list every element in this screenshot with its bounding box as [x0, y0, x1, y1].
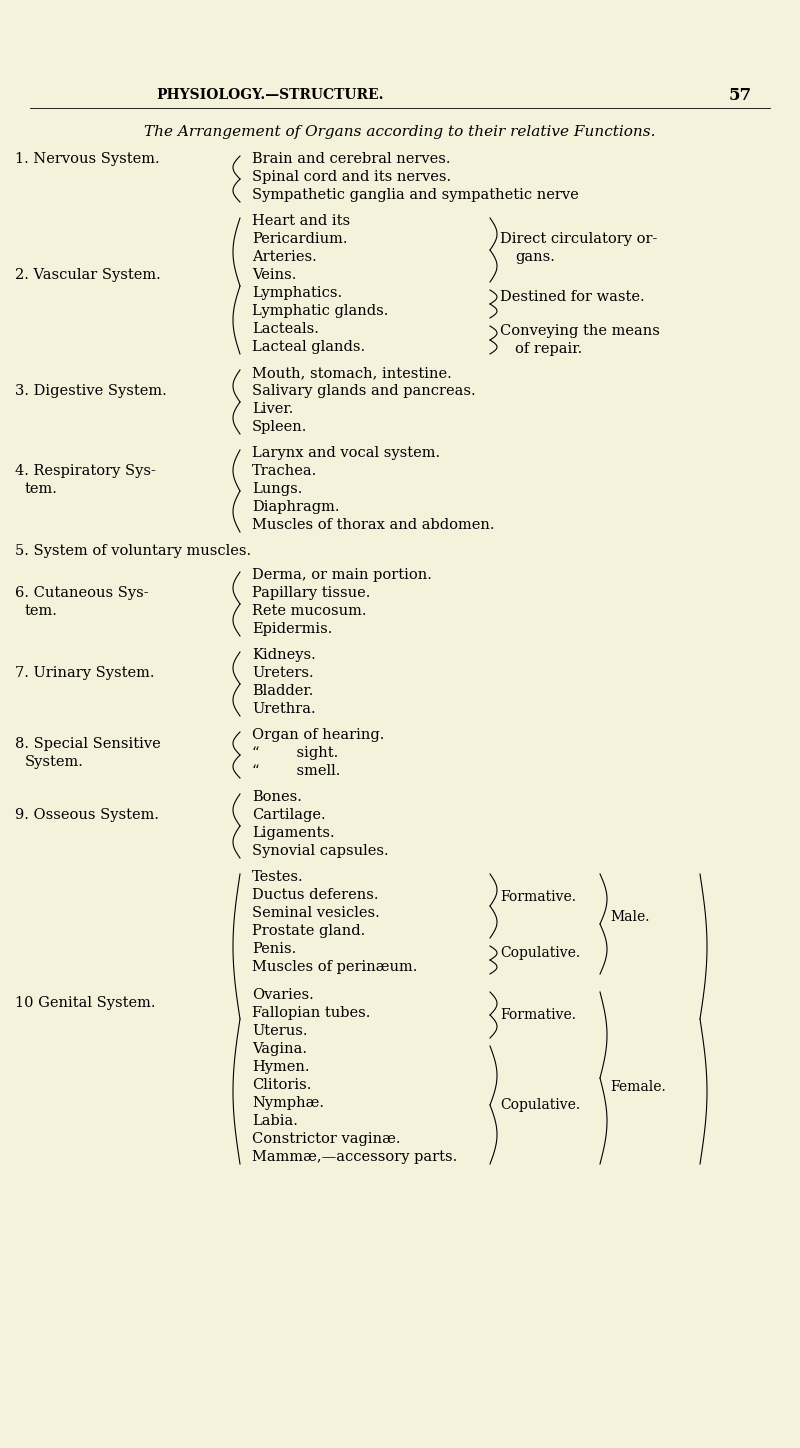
Text: Male.: Male. [610, 909, 650, 924]
Text: Spleen.: Spleen. [252, 420, 307, 434]
Text: gans.: gans. [515, 251, 555, 264]
Text: “        sight.: “ sight. [252, 746, 338, 760]
Text: Hymen.: Hymen. [252, 1060, 310, 1074]
Text: Derma, or main portion.: Derma, or main portion. [252, 568, 432, 582]
Text: Brain and cerebral nerves.: Brain and cerebral nerves. [252, 152, 450, 167]
Text: tem.: tem. [25, 604, 58, 618]
Text: Diaphragm.: Diaphragm. [252, 500, 339, 514]
Text: of repair.: of repair. [515, 342, 582, 356]
Text: PHYSIOLOGY.—STRUCTURE.: PHYSIOLOGY.—STRUCTURE. [156, 88, 384, 101]
Text: Clitoris.: Clitoris. [252, 1077, 311, 1092]
Text: Seminal vesicles.: Seminal vesicles. [252, 906, 380, 919]
Text: 4. Respiratory Sys-: 4. Respiratory Sys- [15, 463, 156, 478]
Text: Ductus deferens.: Ductus deferens. [252, 888, 378, 902]
Text: Prostate gland.: Prostate gland. [252, 924, 366, 938]
Text: Synovial capsules.: Synovial capsules. [252, 844, 389, 859]
Text: Liver.: Liver. [252, 403, 294, 416]
Text: Rete mucosum.: Rete mucosum. [252, 604, 366, 618]
Text: Lymphatics.: Lymphatics. [252, 287, 342, 300]
Text: 57: 57 [729, 87, 751, 103]
Text: Kidneys.: Kidneys. [252, 649, 316, 662]
Text: Bones.: Bones. [252, 791, 302, 804]
Text: System.: System. [25, 754, 84, 769]
Text: 1. Nervous System.: 1. Nervous System. [15, 152, 160, 167]
Text: Copulative.: Copulative. [500, 1098, 580, 1112]
Text: Formative.: Formative. [500, 1008, 576, 1022]
Text: Lacteals.: Lacteals. [252, 321, 319, 336]
Text: Formative.: Formative. [500, 891, 576, 904]
Text: Lungs.: Lungs. [252, 482, 302, 497]
Text: Muscles of thorax and abdomen.: Muscles of thorax and abdomen. [252, 518, 494, 531]
Text: Papillary tissue.: Papillary tissue. [252, 586, 370, 599]
Text: Destined for waste.: Destined for waste. [500, 290, 645, 304]
Text: 8. Special Sensitive: 8. Special Sensitive [15, 737, 161, 752]
Text: Veins.: Veins. [252, 268, 296, 282]
Text: Arteries.: Arteries. [252, 251, 317, 264]
Text: Pericardium.: Pericardium. [252, 232, 347, 246]
Text: Testes.: Testes. [252, 870, 304, 883]
Text: Heart and its: Heart and its [252, 214, 350, 227]
Text: Nymphæ.: Nymphæ. [252, 1096, 324, 1111]
Text: Trachea.: Trachea. [252, 463, 318, 478]
Text: Sympathetic ganglia and sympathetic nerve: Sympathetic ganglia and sympathetic nerv… [252, 188, 578, 203]
Text: Conveying the means: Conveying the means [500, 324, 660, 337]
Text: Copulative.: Copulative. [500, 946, 580, 960]
Text: “        smell.: “ smell. [252, 765, 340, 778]
Text: Labia.: Labia. [252, 1114, 298, 1128]
Text: Lacteal glands.: Lacteal glands. [252, 340, 365, 353]
Text: Ovaries.: Ovaries. [252, 988, 314, 1002]
Text: Female.: Female. [610, 1080, 666, 1095]
Text: Epidermis.: Epidermis. [252, 623, 332, 636]
Text: The Arrangement of Organs according to their relative Functions.: The Arrangement of Organs according to t… [144, 125, 656, 139]
Text: 3. Digestive System.: 3. Digestive System. [15, 384, 166, 398]
Text: 7. Urinary System.: 7. Urinary System. [15, 666, 154, 681]
Text: Fallopian tubes.: Fallopian tubes. [252, 1006, 370, 1019]
Text: Cartilage.: Cartilage. [252, 808, 326, 822]
Text: Spinal cord and its nerves.: Spinal cord and its nerves. [252, 169, 451, 184]
Text: 10 Genital System.: 10 Genital System. [15, 996, 155, 1011]
Text: Lymphatic glands.: Lymphatic glands. [252, 304, 388, 319]
Text: Salivary glands and pancreas.: Salivary glands and pancreas. [252, 384, 476, 398]
Text: 6. Cutaneous Sys-: 6. Cutaneous Sys- [15, 586, 149, 599]
Text: Larynx and vocal system.: Larynx and vocal system. [252, 446, 440, 460]
Text: Vagina.: Vagina. [252, 1043, 307, 1056]
Text: Organ of hearing.: Organ of hearing. [252, 728, 384, 741]
Text: Direct circulatory or-: Direct circulatory or- [500, 232, 658, 246]
Text: Bladder.: Bladder. [252, 683, 314, 698]
Text: 2. Vascular System.: 2. Vascular System. [15, 268, 161, 282]
Text: Urethra.: Urethra. [252, 702, 316, 715]
Text: 9. Osseous System.: 9. Osseous System. [15, 808, 159, 822]
Text: Mouth, stomach, intestine.: Mouth, stomach, intestine. [252, 366, 452, 379]
Text: Muscles of perinæum.: Muscles of perinæum. [252, 960, 418, 975]
Text: 5. System of voluntary muscles.: 5. System of voluntary muscles. [15, 544, 251, 557]
Text: Ligaments.: Ligaments. [252, 825, 334, 840]
Text: Constrictor vaginæ.: Constrictor vaginæ. [252, 1132, 401, 1145]
Text: Mammæ,—accessory parts.: Mammæ,—accessory parts. [252, 1150, 458, 1164]
Text: Penis.: Penis. [252, 943, 296, 956]
Text: Uterus.: Uterus. [252, 1024, 307, 1038]
Text: Ureters.: Ureters. [252, 666, 314, 681]
Text: tem.: tem. [25, 482, 58, 497]
